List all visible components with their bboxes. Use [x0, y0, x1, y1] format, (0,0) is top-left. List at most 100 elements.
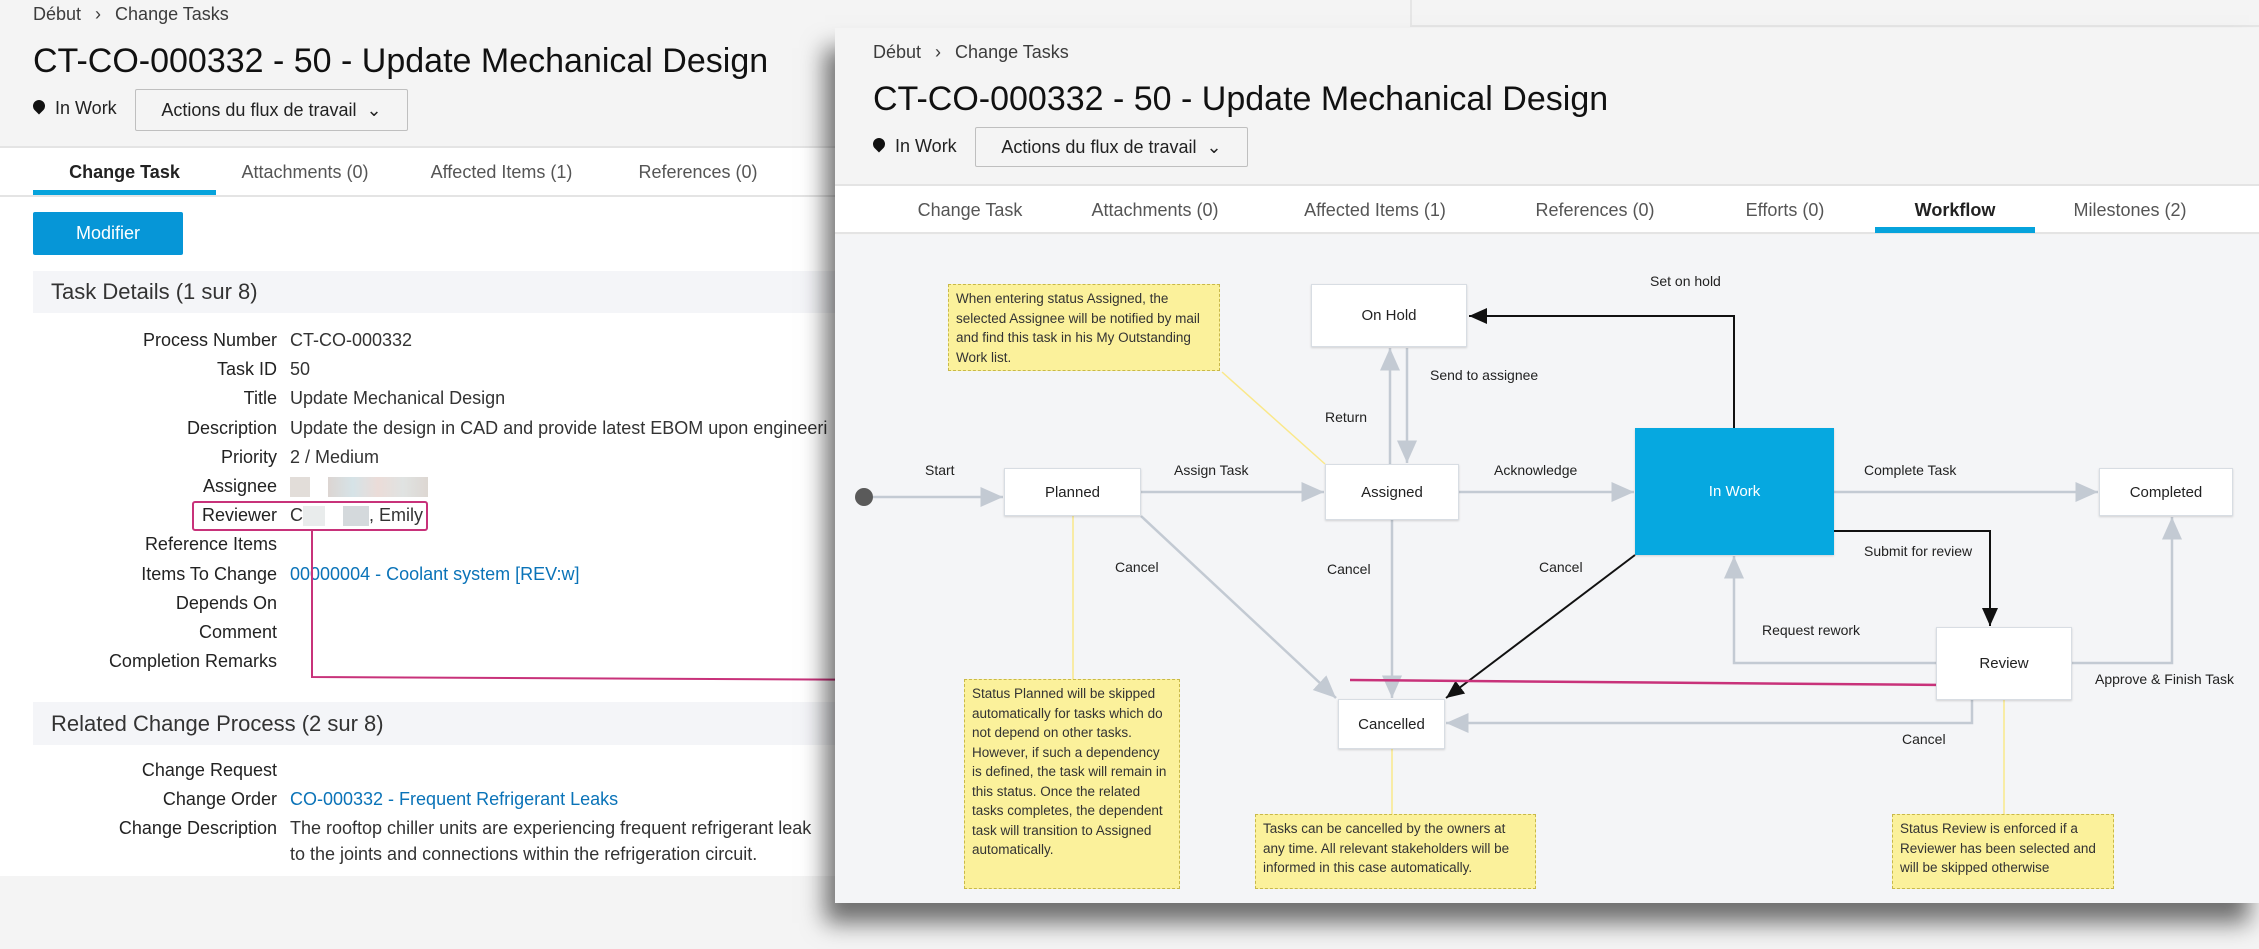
status-text: In Work: [55, 98, 117, 118]
tab-attachments[interactable]: Attachments (0): [1091, 200, 1219, 220]
page-title: CT-CO-000332 - 50 - Update Mechanical De…: [33, 42, 769, 80]
transition-label: Cancel: [1115, 559, 1159, 575]
workflow-actions-dropdown[interactable]: Actions du flux de travail ⌄: [975, 127, 1248, 167]
breadcrumb-current[interactable]: Change Tasks: [115, 4, 229, 24]
transition-label: Return: [1325, 409, 1368, 425]
edge-submit-review: [1834, 530, 1998, 626]
chevron-down-icon: ⌄: [366, 99, 382, 120]
chevron-right-icon: ›: [95, 4, 102, 24]
edge-cancel-review: [1446, 700, 1974, 733]
transition-label: Assign Task: [1174, 462, 1249, 478]
status-indicator: In Work: [33, 98, 117, 119]
state-on-hold[interactable]: On Hold: [1311, 284, 1467, 347]
redacted-block: [328, 477, 428, 498]
field-value: [290, 476, 428, 498]
background-panel: [1410, 0, 2259, 27]
field-label: Depends On: [175, 592, 277, 613]
field-value: The rooftop chiller units are experienci…: [290, 818, 812, 839]
transition-label: Send to assignee: [1430, 367, 1539, 383]
modifier-button[interactable]: Modifier: [33, 212, 183, 255]
field-label: Reference Items: [144, 534, 277, 555]
state-completed[interactable]: Completed: [2099, 468, 2233, 516]
transition-label: Cancel: [1327, 561, 1371, 577]
reviewer-initial: C: [290, 505, 303, 526]
state-review[interactable]: Review: [1936, 627, 2072, 700]
field-link[interactable]: 00000004 - Coolant system [REV:w]: [290, 563, 580, 584]
field-link[interactable]: CO-000332 - Frequent Refrigerant Leaks: [290, 789, 619, 810]
chevron-right-icon: ›: [935, 42, 942, 62]
tab-divider: [0, 195, 1410, 197]
transition-label: Submit for review: [1864, 543, 1973, 559]
redacted-block: [343, 506, 369, 527]
transition-label: Request rework: [1762, 622, 1861, 638]
redacted-block: [303, 506, 325, 527]
field-value: 2 / Medium: [290, 446, 380, 467]
transition-label: Acknowledge: [1494, 462, 1578, 478]
field-label: Items To Change: [141, 563, 277, 584]
chevron-down-icon: ⌄: [1206, 136, 1222, 157]
field-label: Description: [186, 417, 277, 438]
transition-label: Cancel: [1902, 731, 1946, 747]
field-value: Update the design in CAD and provide lat…: [290, 417, 828, 438]
highlight-connector-line: [1349, 678, 1946, 687]
breadcrumb: Début › Change Tasks: [873, 42, 1069, 63]
tab-bar: Change Task Attachments (0) Affected Ite…: [835, 184, 2259, 234]
redacted-block: [290, 477, 310, 498]
transition-label: Cancel: [1539, 559, 1583, 575]
note-planned: Status Planned will be skipped automatic…: [964, 679, 1180, 889]
breadcrumb-home[interactable]: Début: [33, 4, 82, 24]
page-title: CT-CO-000332 - 50 - Update Mechanical De…: [873, 80, 1609, 118]
tab-change-task[interactable]: Change Task: [917, 200, 1023, 220]
note-cancelled: Tasks can be cancelled by the owners at …: [1255, 814, 1536, 889]
note-connectors: [1072, 371, 2005, 814]
workflow-actions-label: Actions du flux de travail: [1001, 136, 1197, 157]
tab-affected-items[interactable]: Affected Items (1): [1304, 200, 1446, 220]
field-value: CT-CO-000332: [290, 330, 413, 350]
state-in-work[interactable]: In Work: [1635, 428, 1834, 555]
field-label: Reviewer: [201, 505, 277, 526]
note-assigned: When entering status Assigned, the selec…: [948, 284, 1220, 371]
tab-milestones[interactable]: Milestones (2): [2073, 200, 2187, 220]
tab-bar: Change Task Attachments (0) Affected Ite…: [33, 156, 787, 196]
edge-cancel-inwork: [1445, 554, 1636, 699]
edge-approve: [2072, 517, 2182, 665]
tab-references[interactable]: References (0): [1535, 200, 1655, 220]
breadcrumb: Début › Change Tasks: [33, 4, 229, 25]
field-value: 50: [290, 359, 311, 380]
field-value-line2: to the joints and connections within the…: [290, 844, 758, 865]
field-label: Task ID: [216, 359, 277, 380]
edge-set-on-hold: [1469, 308, 1735, 428]
edge-request-rework: [1724, 556, 1936, 665]
reviewer-name: , Emily: [369, 505, 423, 526]
tab-affected-items[interactable]: Affected Items (1): [430, 162, 573, 182]
note-connector: [1221, 371, 1326, 465]
field-value: Update Mechanical Design: [290, 388, 506, 409]
state-planned[interactable]: Planned: [1004, 468, 1141, 516]
note-review: Status Review is enforced if a Reviewer …: [1892, 814, 2114, 889]
transition-label: Approve & Finish Task: [2095, 671, 2235, 687]
workflow-actions-label: Actions du flux de travail: [161, 99, 357, 120]
tab-attachments[interactable]: Attachments (0): [241, 162, 369, 182]
field-label: Change Request: [141, 760, 277, 780]
field-label: Process Number: [142, 330, 277, 350]
field-label: Change Order: [162, 789, 277, 810]
tab-change-task[interactable]: Change Task: [33, 156, 216, 196]
workflow-actions-dropdown[interactable]: Actions du flux de travail ⌄: [135, 89, 408, 131]
state-cancelled[interactable]: Cancelled: [1338, 699, 1445, 749]
breadcrumb-home[interactable]: Début: [873, 42, 922, 62]
breadcrumb-current[interactable]: Change Tasks: [955, 42, 1069, 62]
transition-label: Set on hold: [1650, 273, 1721, 289]
tab-workflow[interactable]: Workflow: [1875, 186, 2035, 233]
state-assigned[interactable]: Assigned: [1325, 464, 1459, 520]
tab-efforts[interactable]: Efforts (0): [1745, 200, 1825, 220]
edge-cancel-planned: [1140, 515, 1337, 699]
field-label: Title: [243, 388, 277, 409]
field-label: Assignee: [202, 476, 277, 496]
tab-references[interactable]: References (0): [638, 162, 758, 182]
field-label: Comment: [198, 622, 277, 642]
field-label: Priority: [220, 446, 277, 467]
field-value: C , Emily: [290, 505, 423, 527]
field-label: Completion Remarks: [108, 651, 277, 672]
start-node: [855, 488, 873, 506]
